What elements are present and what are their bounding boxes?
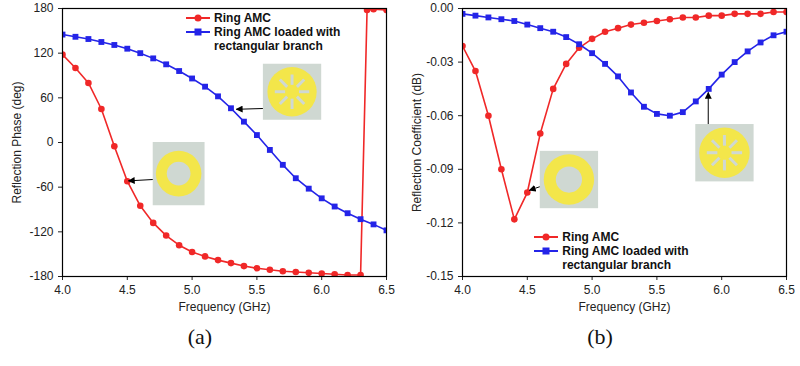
- html-text:Ring AMC loaded with rectangul: Ring AMC loaded with rectangular branch: [562, 244, 689, 272]
- svg-text:-0.06: -0.06: [426, 109, 454, 123]
- svg-text:5.0: 5.0: [184, 283, 201, 297]
- svg-text:4.5: 4.5: [119, 283, 136, 297]
- svg-text:-0.12: -0.12: [426, 216, 454, 230]
- html-text:Ring AMC: Ring AMC: [214, 10, 271, 25]
- svg-text:4.0: 4.0: [454, 283, 471, 297]
- svg-text:0.00: 0.00: [430, 1, 454, 15]
- svg-text:-0.09: -0.09: [426, 162, 454, 176]
- svg-text:60: 60: [40, 91, 54, 105]
- svg-text:-60: -60: [36, 180, 54, 194]
- svg-text:-180: -180: [29, 269, 53, 283]
- svg-text:6.0: 6.0: [713, 283, 730, 297]
- svg-text:-0.15: -0.15: [426, 269, 454, 283]
- svg-text:5.0: 5.0: [584, 283, 601, 297]
- svg-text:-120: -120: [29, 225, 53, 239]
- svg-text:Reflection Phase (deg): Reflection Phase (deg): [10, 81, 24, 203]
- svg-text:180: 180: [33, 1, 53, 15]
- svg-text:-0.03: -0.03: [426, 55, 454, 69]
- html-text:Ring AMC: Ring AMC: [562, 230, 620, 244]
- svg-text:4.5: 4.5: [519, 283, 536, 297]
- svg-text:6.0: 6.0: [313, 283, 330, 297]
- svg-text:Frequency (GHz): Frequency (GHz): [178, 300, 270, 314]
- svg-text:Reflection Coefficient (dB): Reflection Coefficient (dB): [410, 73, 424, 212]
- html-text:(b): (b): [587, 324, 613, 349]
- svg-text:4.0: 4.0: [54, 283, 71, 297]
- svg-text:120: 120: [33, 46, 53, 60]
- svg-text:5.5: 5.5: [649, 283, 666, 297]
- svg-text:6.5: 6.5: [378, 283, 395, 297]
- html-text:(a): (a): [187, 324, 213, 349]
- svg-text:Frequency (GHz): Frequency (GHz): [578, 300, 670, 314]
- svg-text:5.5: 5.5: [249, 283, 266, 297]
- svg-text:6.5: 6.5: [778, 283, 795, 297]
- svg-text:0: 0: [47, 135, 54, 149]
- html-text:Ring AMC loaded with rectangul: Ring AMC loaded with rectangular branch: [214, 24, 341, 53]
